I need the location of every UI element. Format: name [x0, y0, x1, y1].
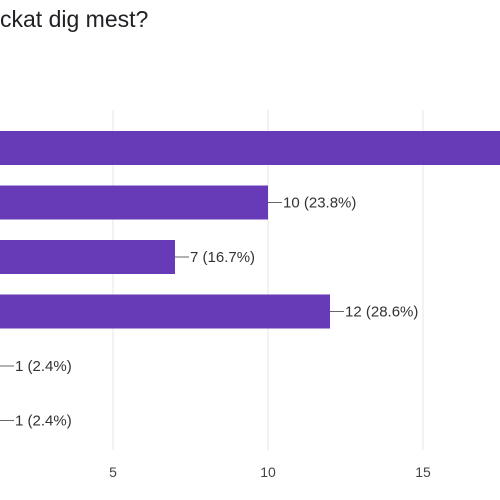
x-tick-label: 5: [109, 464, 117, 480]
bar: [0, 185, 268, 220]
bar: [0, 294, 330, 329]
data-label: 10 (23.8%): [283, 195, 356, 212]
chart-title: ckat dig mest?: [0, 6, 149, 32]
bar: [0, 240, 175, 274]
data-label: 7 (16.7%): [190, 249, 255, 266]
x-tick-label: 15: [415, 464, 431, 480]
data-label: 1 (2.4%): [15, 358, 72, 375]
data-label: 12 (28.6%): [345, 304, 418, 321]
data-label: 1 (2.4%): [15, 413, 72, 430]
bar: [0, 131, 500, 165]
x-tick-label: 10: [260, 464, 276, 480]
